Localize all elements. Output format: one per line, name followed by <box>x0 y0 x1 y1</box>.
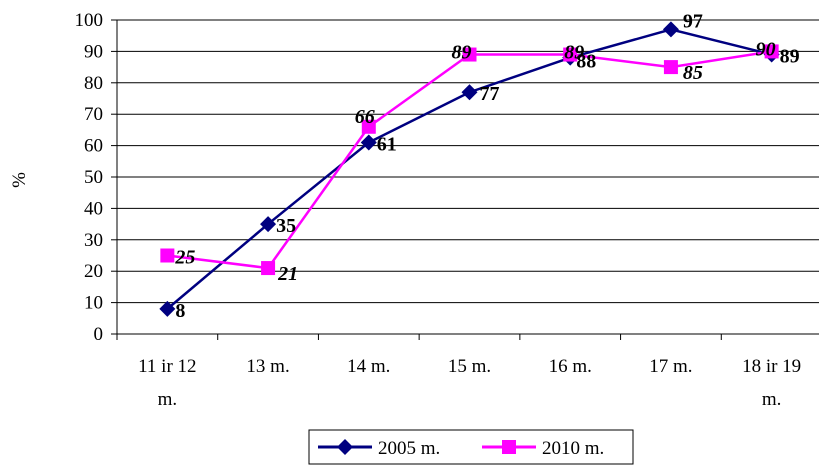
legend-label-2010: 2010 m. <box>542 438 604 459</box>
data-point <box>160 248 175 263</box>
y-axis-label: % <box>9 172 30 188</box>
y-tick-label: 80 <box>84 73 103 94</box>
data-label: 21 <box>277 263 298 285</box>
data-point <box>462 47 477 62</box>
data-point <box>764 44 779 59</box>
y-tick-label: 10 <box>84 293 103 314</box>
x-tick-label: 14 m. <box>347 356 390 377</box>
y-tick-label: 70 <box>84 104 103 125</box>
y-tick-label: 90 <box>84 41 103 62</box>
x-tick-label: 13 m. <box>246 356 289 377</box>
data-point <box>360 134 377 151</box>
x-tick-label: 16 m. <box>549 356 592 377</box>
data-label: 89 <box>564 42 584 64</box>
data-label: 8 <box>175 300 185 322</box>
data-label: 90 <box>756 38 776 60</box>
axes <box>116 20 819 335</box>
data-label: 85 <box>683 62 703 84</box>
x-axis-ticks: 11 ir 12 m. 13 m. 14 m. 15 m. 16 m. 17 m. 18 ir… <box>116 334 801 410</box>
y-tick-label: 100 <box>75 10 104 31</box>
legend-label-2005: 2005 m. <box>378 438 440 459</box>
x-tick-label: 15 m. <box>448 356 491 377</box>
y-tick-label: 0 <box>94 324 104 345</box>
data-point <box>563 47 578 62</box>
x-tick-label: 11 ir 12 m. <box>138 356 196 410</box>
data-label: 88 <box>576 51 596 73</box>
data-label: 89 <box>452 42 472 64</box>
y-tick-label: 50 <box>84 167 103 188</box>
data-label: 61 <box>377 133 397 155</box>
x-tick-label: 18 ir 19 m. <box>742 356 801 410</box>
y-axis-ticks: 0 10 20 30 40 50 60 70 80 90 100 <box>75 10 117 345</box>
x-tick-label: 17 m. <box>649 356 692 377</box>
data-label: 97 <box>683 10 703 32</box>
data-label: 77 <box>480 83 500 105</box>
data-point <box>663 60 678 75</box>
y-tick-label: 40 <box>84 198 103 219</box>
y-tick-label: 60 <box>84 136 103 157</box>
data-point <box>159 300 176 317</box>
data-point <box>662 21 679 38</box>
data-label: 89 <box>780 46 800 68</box>
data-point <box>361 119 376 134</box>
data-point <box>261 261 276 276</box>
legend-marker-2010 <box>502 440 516 454</box>
y-tick-label: 20 <box>84 261 103 282</box>
data-labels: 8 35 61 77 88 97 89 25 21 66 89 89 85 90 <box>174 10 799 321</box>
data-point <box>260 216 277 233</box>
data-label: 66 <box>355 106 375 128</box>
data-label: 25 <box>174 247 195 269</box>
y-tick-label: 30 <box>84 230 103 251</box>
series-line-2010 m. <box>167 50 772 270</box>
legend: 2005 m. 2010 m. <box>308 429 634 465</box>
data-label: 35 <box>276 215 296 237</box>
data-point <box>461 84 478 101</box>
series-layer <box>159 21 780 317</box>
legend-marker-2005 <box>337 439 353 455</box>
